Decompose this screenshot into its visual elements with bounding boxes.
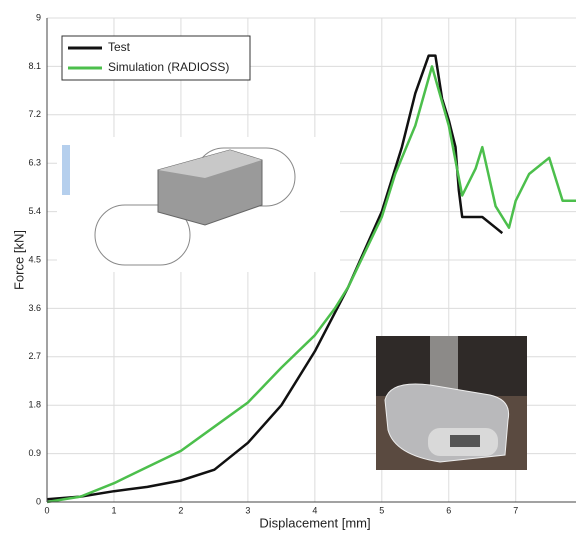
x-tick-label: 2 — [178, 505, 183, 515]
x-tick-label: 6 — [446, 505, 451, 515]
x-tick-label: 3 — [245, 505, 250, 515]
x-tick-label: 7 — [513, 505, 518, 515]
photo-label — [450, 435, 480, 447]
y-tick-label: 0 — [36, 496, 41, 506]
y-tick-label: 6.3 — [28, 158, 41, 168]
legend-label: Test — [108, 40, 131, 54]
series-line — [46, 54, 504, 501]
inset-legend — [62, 145, 70, 195]
x-tick-label: 4 — [312, 505, 317, 515]
y-tick-label: 5.4 — [28, 206, 41, 216]
y-tick-label: 9 — [36, 12, 41, 22]
legend: Test Simulation (RADIOSS) — [61, 35, 251, 81]
x-tick-label: 5 — [379, 505, 384, 515]
legend-box — [61, 35, 251, 81]
x-axis-label: Displacement [mm] — [259, 515, 370, 530]
y-tick-label: 3.6 — [28, 303, 41, 313]
x-tick-label: 0 — [44, 505, 49, 515]
inset-shape — [94, 204, 191, 266]
series-line — [46, 65, 576, 504]
y-axis-label: Force [kN] — [11, 230, 26, 290]
y-tick-label: 8.1 — [28, 61, 41, 71]
y-tick-label: 0.9 — [28, 448, 41, 458]
y-tick-label: 7.2 — [28, 109, 41, 119]
y-tick-label: 1.8 — [28, 400, 41, 410]
legend-label: Simulation (RADIOSS) — [108, 60, 229, 74]
plot — [46, 54, 576, 504]
y-tick-label: 4.5 — [28, 254, 41, 264]
y-tick-label: 2.7 — [28, 351, 41, 361]
x-tick-label: 1 — [111, 505, 116, 515]
inset-photo — [376, 336, 527, 470]
inset-simulation — [57, 137, 340, 272]
inset-block-top — [158, 150, 262, 178]
